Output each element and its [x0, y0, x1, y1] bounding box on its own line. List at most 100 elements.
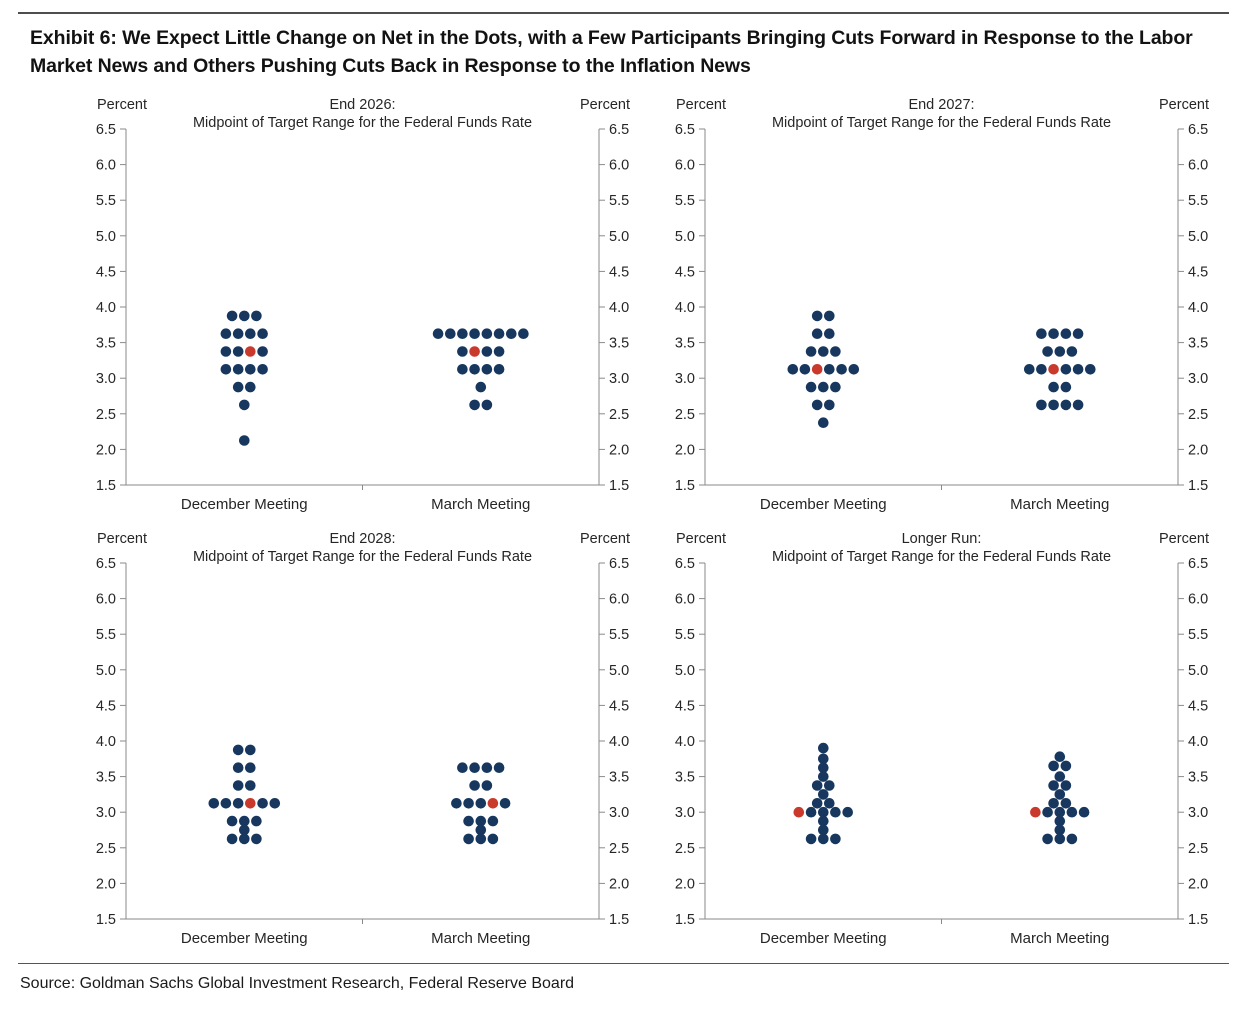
percent-label-right: Percent: [1159, 97, 1209, 113]
y-tick-label-right: 6.5: [1188, 556, 1208, 572]
y-tick-label-right: 1.5: [609, 478, 629, 494]
dot: [469, 761, 480, 773]
dot: [1060, 779, 1072, 791]
dot: [1072, 399, 1084, 410]
dot: [245, 779, 256, 791]
dot-plot-svg: Percent Percent End 2028: Midpoint of Targe…: [96, 531, 630, 947]
dot: [830, 833, 841, 844]
panel-subtitle: Midpoint of Target Range for the Federal…: [193, 115, 532, 131]
dot: [824, 310, 835, 321]
dot: [257, 327, 268, 339]
y-tick-label-right: 4.5: [1188, 698, 1208, 714]
x-category-label: December Meeting: [760, 930, 887, 947]
panel-title: End 2027:: [908, 97, 974, 113]
dot: [818, 345, 829, 357]
y-tick-label-right: 4.5: [1188, 264, 1208, 280]
y-tick-label-left: 2.0: [675, 442, 695, 458]
y-tick-label-left: 5.5: [675, 193, 695, 209]
y-tick-label-left: 6.5: [96, 122, 116, 138]
panel-title: End 2028:: [329, 531, 395, 547]
dot: [481, 761, 493, 773]
dot: [463, 815, 474, 826]
y-tick-label-right: 3.5: [609, 335, 629, 351]
dot: [1048, 381, 1059, 392]
y-tick-label-left: 2.5: [675, 406, 695, 422]
y-tick-label-right: 6.5: [1188, 122, 1208, 138]
y-tick-label-left: 5.5: [96, 627, 116, 643]
y-tick-label-right: 6.0: [1188, 157, 1208, 173]
highlight-dot: [245, 345, 256, 357]
dot: [481, 779, 493, 791]
dot: [481, 327, 493, 339]
dot: [811, 310, 823, 321]
y-tick-label-right: 5.0: [1188, 228, 1208, 244]
dot: [818, 788, 829, 800]
y-tick-label-left: 2.0: [675, 876, 695, 892]
dot: [1072, 363, 1084, 375]
percent-label-left: Percent: [676, 531, 726, 547]
y-tick-label-right: 4.5: [609, 264, 629, 280]
y-tick-label-left: 6.0: [675, 591, 695, 607]
y-tick-label-left: 3.5: [675, 335, 695, 351]
dot: [1078, 806, 1090, 818]
dot: [818, 815, 829, 826]
y-tick-label-right: 2.5: [609, 406, 629, 422]
dot: [824, 363, 835, 375]
dot: [239, 310, 250, 321]
dot: [1042, 345, 1053, 357]
dot: [469, 327, 480, 339]
y-tick-label-right: 6.0: [1188, 591, 1208, 607]
dot: [1072, 327, 1084, 339]
dot: [506, 327, 517, 339]
y-tick-label-left: 6.0: [675, 157, 695, 173]
dot: [239, 833, 250, 844]
dot: [208, 797, 220, 809]
dot: [432, 327, 444, 339]
y-tick-label-right: 6.0: [609, 157, 629, 173]
dot: [239, 434, 250, 446]
dot: [805, 806, 817, 818]
dot: [226, 815, 238, 826]
dot: [1048, 797, 1059, 809]
percent-label-left: Percent: [676, 97, 726, 113]
dot: [499, 797, 511, 809]
dot: [1036, 399, 1047, 410]
dot: [487, 833, 499, 844]
dot: [232, 797, 244, 809]
dot: [487, 815, 499, 826]
dot: [457, 327, 468, 339]
y-tick-label-right: 2.5: [609, 840, 629, 856]
dot: [257, 345, 268, 357]
highlight-dot: [811, 363, 823, 375]
panel-title: End 2026:: [329, 97, 395, 113]
y-tick-label-left: 2.0: [96, 442, 116, 458]
y-tick-label-left: 4.0: [675, 734, 695, 750]
top-rule: [18, 12, 1229, 14]
dot: [1066, 833, 1078, 844]
y-tick-label-right: 2.0: [1188, 876, 1208, 892]
dot: [475, 833, 487, 844]
y-tick-label-left: 3.5: [675, 769, 695, 785]
dot: [1054, 770, 1066, 782]
dot: [481, 363, 493, 375]
x-category-label: March Meeting: [1010, 930, 1109, 947]
y-tick-label-left: 4.0: [96, 300, 116, 316]
dot: [457, 345, 468, 357]
y-tick-label-left: 2.5: [96, 840, 116, 856]
y-tick-label-left: 2.5: [96, 406, 116, 422]
dot: [245, 761, 256, 773]
y-tick-label-left: 1.5: [96, 478, 116, 494]
dot: [818, 806, 829, 818]
dot: [475, 815, 487, 826]
y-tick-label-right: 5.0: [609, 662, 629, 678]
dot: [1060, 327, 1072, 339]
dot: [493, 761, 505, 773]
y-tick-label-right: 4.0: [609, 734, 629, 750]
dot: [1060, 399, 1072, 410]
dot: [475, 824, 487, 835]
dot: [818, 381, 829, 392]
dot: [1054, 750, 1066, 762]
y-tick-label-left: 3.5: [96, 769, 116, 785]
dot: [1048, 779, 1059, 791]
y-tick-label-right: 5.5: [609, 193, 629, 209]
